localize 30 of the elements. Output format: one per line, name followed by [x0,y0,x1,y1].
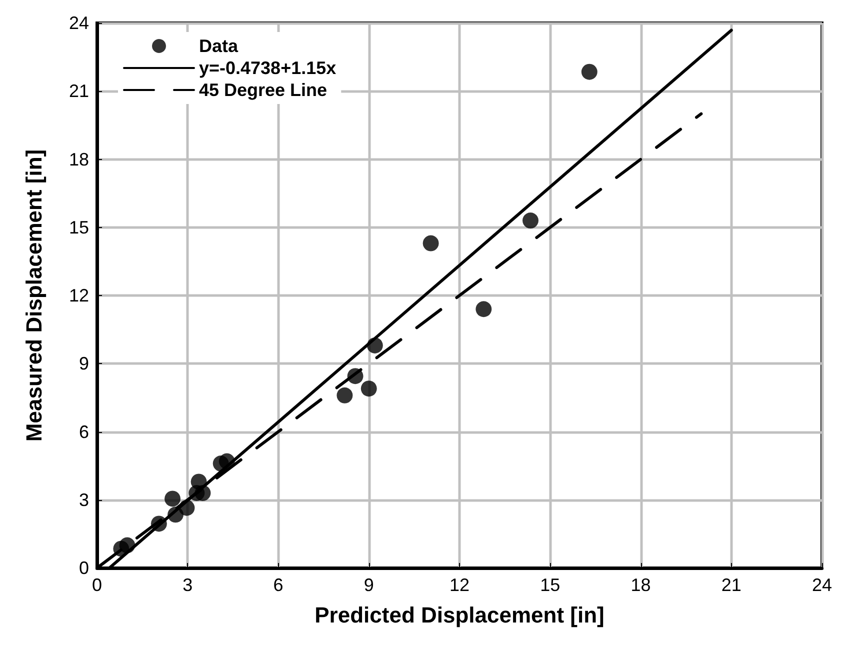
x-tick-label: 18 [630,575,651,595]
y-tick-label: 6 [78,422,89,442]
y-tick-label: 9 [78,354,89,374]
x-tick-label: 0 [92,575,102,595]
x-tick-label: 6 [273,575,284,595]
point [360,380,377,397]
x-tick-label: 9 [364,575,374,595]
y-tick-label: 15 [68,217,89,238]
y-tick-label: 18 [68,149,89,170]
y-tick-label: 21 [68,81,89,102]
x-tick-label: 21 [721,575,742,595]
x-tick-label: 12 [449,575,470,595]
point [164,490,181,507]
x-tick-label: 3 [182,575,193,595]
y-tick-label: 12 [68,286,89,306]
x-tick-label: 24 [812,575,832,595]
x-axis-title: Predicted Displacement [in] [314,602,604,628]
legend-label: y=-0.4738+1.15x [199,58,336,78]
point [336,387,353,404]
point [476,301,492,318]
x-tick-label: 15 [540,575,560,595]
legend-label: 45 Degree Line [199,80,328,100]
y-axis-title: Measured Displacement [in] [22,149,46,442]
point [422,235,439,252]
point [581,64,598,80]
y-tick-label: 0 [78,558,89,578]
y-tick-label: 3 [78,490,89,510]
legend-label: Data [199,36,240,56]
point [522,212,538,229]
y-tick-label: 24 [68,13,89,33]
